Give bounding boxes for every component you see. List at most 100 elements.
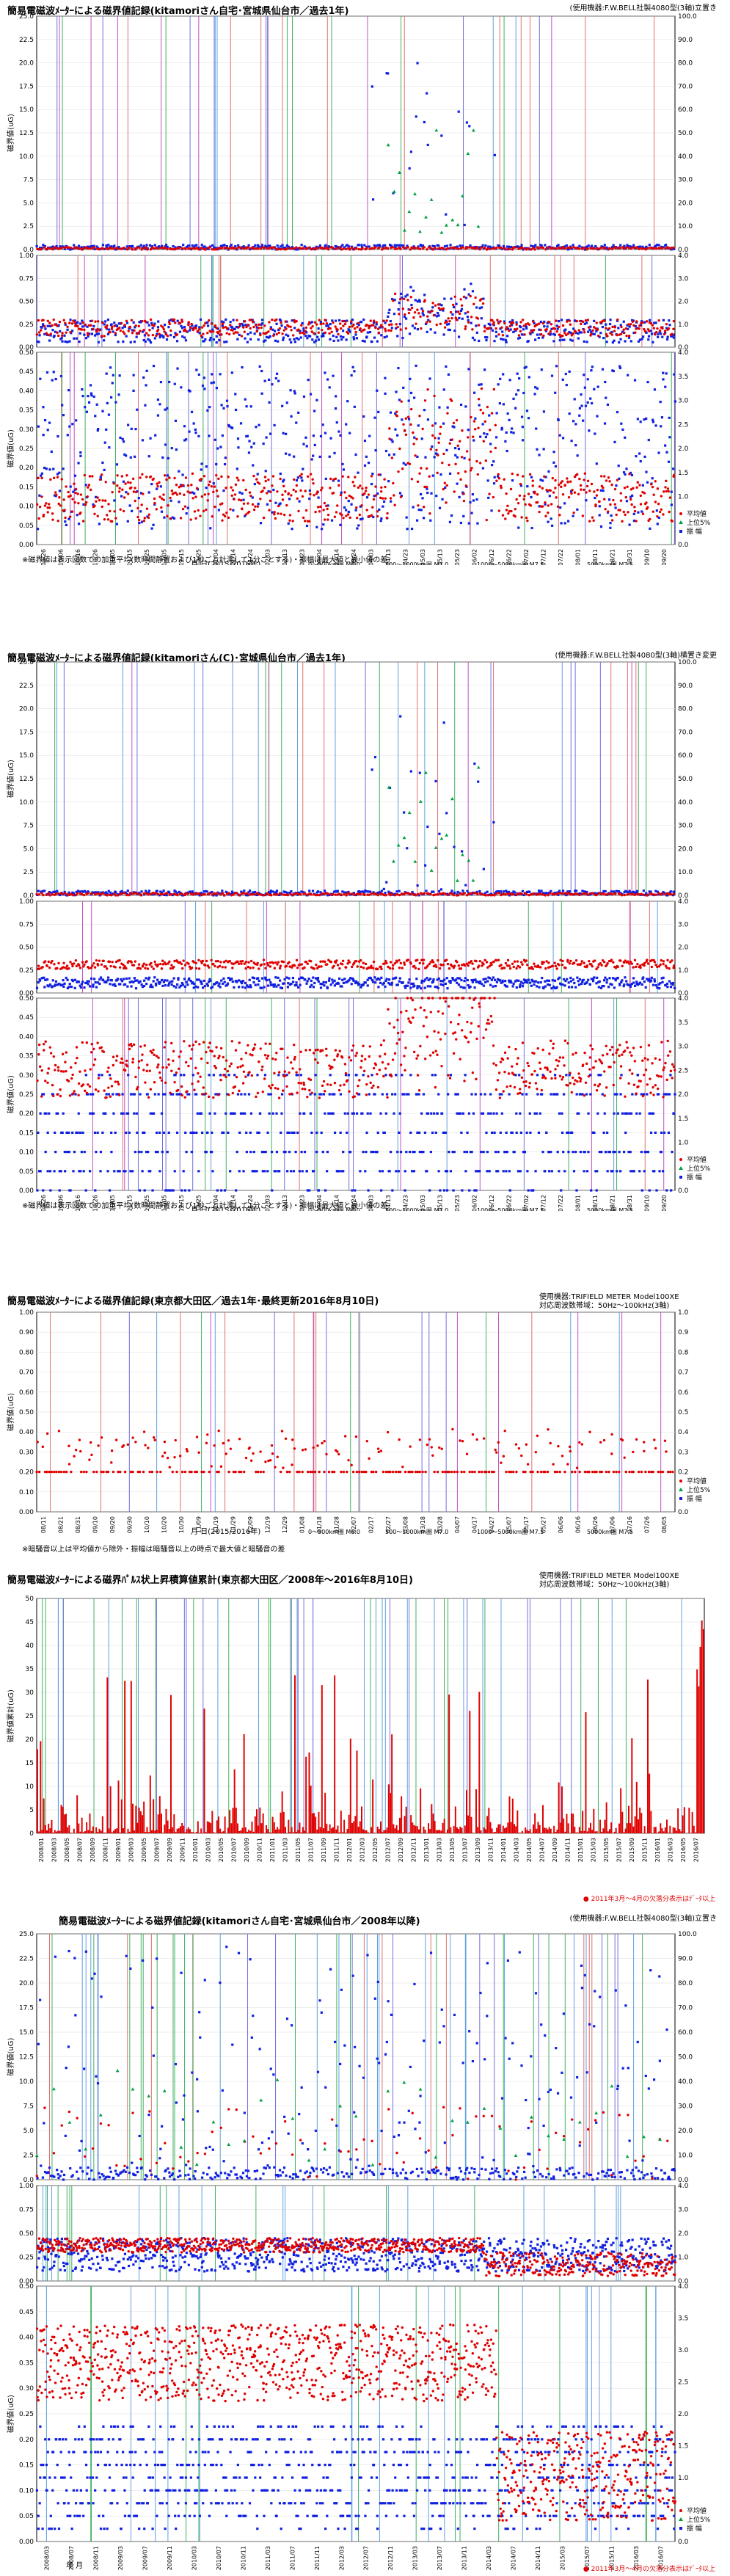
data-point	[300, 473, 303, 476]
data-point	[307, 323, 310, 326]
data-point	[226, 983, 229, 986]
data-point	[668, 319, 671, 322]
data-point	[92, 395, 95, 399]
data-point	[649, 246, 652, 250]
data-point	[547, 512, 550, 514]
data-point	[387, 72, 390, 75]
data-point	[271, 890, 274, 893]
data-point	[147, 338, 150, 341]
data-point	[317, 506, 320, 509]
data-point	[116, 247, 120, 250]
data-point	[578, 893, 581, 897]
data-point	[42, 893, 45, 897]
data-point	[654, 244, 657, 247]
data-point	[550, 517, 552, 520]
data-point	[247, 891, 250, 894]
data-point	[452, 421, 456, 425]
data-point	[345, 338, 348, 341]
data-point	[238, 322, 241, 326]
data-point	[142, 519, 146, 523]
data-point	[166, 335, 169, 338]
data-point	[222, 892, 225, 895]
data-point	[174, 321, 177, 324]
data-point	[117, 246, 120, 249]
data-point	[558, 982, 562, 985]
data-point	[260, 369, 263, 373]
data-point	[461, 244, 464, 247]
data-point	[546, 490, 549, 493]
data-point	[61, 332, 64, 335]
data-point	[173, 382, 176, 385]
data-point	[65, 964, 69, 967]
data-point	[285, 333, 288, 336]
data-point	[586, 893, 590, 896]
data-point	[181, 894, 184, 897]
data-point	[505, 449, 508, 453]
data-point	[48, 506, 51, 509]
data-point	[400, 495, 403, 498]
data-point	[353, 484, 356, 487]
data-point	[159, 962, 162, 966]
y-axis-label: 磁界値(uG)	[6, 114, 15, 152]
data-point	[392, 893, 395, 896]
data-point	[371, 198, 375, 201]
data-point	[639, 494, 643, 498]
data-point	[609, 983, 612, 986]
data-point	[117, 490, 121, 493]
data-point	[505, 326, 508, 329]
data-point	[598, 514, 601, 517]
data-point	[437, 454, 439, 456]
data-point	[560, 319, 563, 321]
data-point	[326, 986, 329, 990]
data-point	[420, 327, 423, 330]
data-point	[207, 492, 210, 495]
data-point	[295, 484, 299, 487]
data-point	[146, 515, 149, 518]
data-point	[213, 892, 217, 895]
data-point	[368, 434, 371, 437]
data-point	[159, 381, 163, 384]
data-point	[472, 499, 475, 502]
data-point	[467, 321, 470, 324]
data-point	[149, 248, 153, 251]
data-point	[635, 486, 638, 489]
data-point	[106, 514, 109, 517]
data-point	[46, 319, 50, 322]
data-point	[605, 396, 607, 399]
tick-label: 10.0	[19, 153, 34, 161]
data-point	[581, 889, 584, 892]
data-point	[308, 246, 311, 249]
data-point	[626, 485, 629, 488]
tick-label: 25.0	[19, 13, 34, 21]
data-point	[408, 167, 411, 170]
data-point	[380, 334, 383, 337]
data-point	[238, 324, 241, 327]
data-point	[120, 980, 124, 983]
tick-label: 0.05	[19, 523, 34, 530]
data-point	[193, 892, 196, 895]
data-point	[79, 493, 83, 496]
data-point	[619, 244, 622, 247]
data-point	[119, 983, 122, 986]
data-point	[162, 889, 165, 892]
data-point	[376, 244, 379, 247]
data-point	[483, 368, 486, 371]
data-point	[74, 491, 77, 495]
data-point	[461, 317, 464, 320]
tick-label: 2.0	[678, 445, 689, 453]
data-point	[557, 892, 560, 895]
data-point	[570, 440, 573, 443]
data-point	[106, 894, 109, 897]
data-point	[318, 510, 321, 513]
data-point	[517, 979, 520, 982]
data-point	[497, 333, 500, 336]
data-point	[379, 892, 382, 895]
data-point	[103, 441, 106, 444]
data-point	[109, 964, 112, 968]
data-point	[514, 507, 517, 511]
data-point	[568, 890, 571, 893]
data-point	[244, 324, 247, 327]
data-point	[145, 889, 147, 892]
data-point	[558, 514, 561, 517]
tick-label: 80.0	[678, 60, 693, 68]
